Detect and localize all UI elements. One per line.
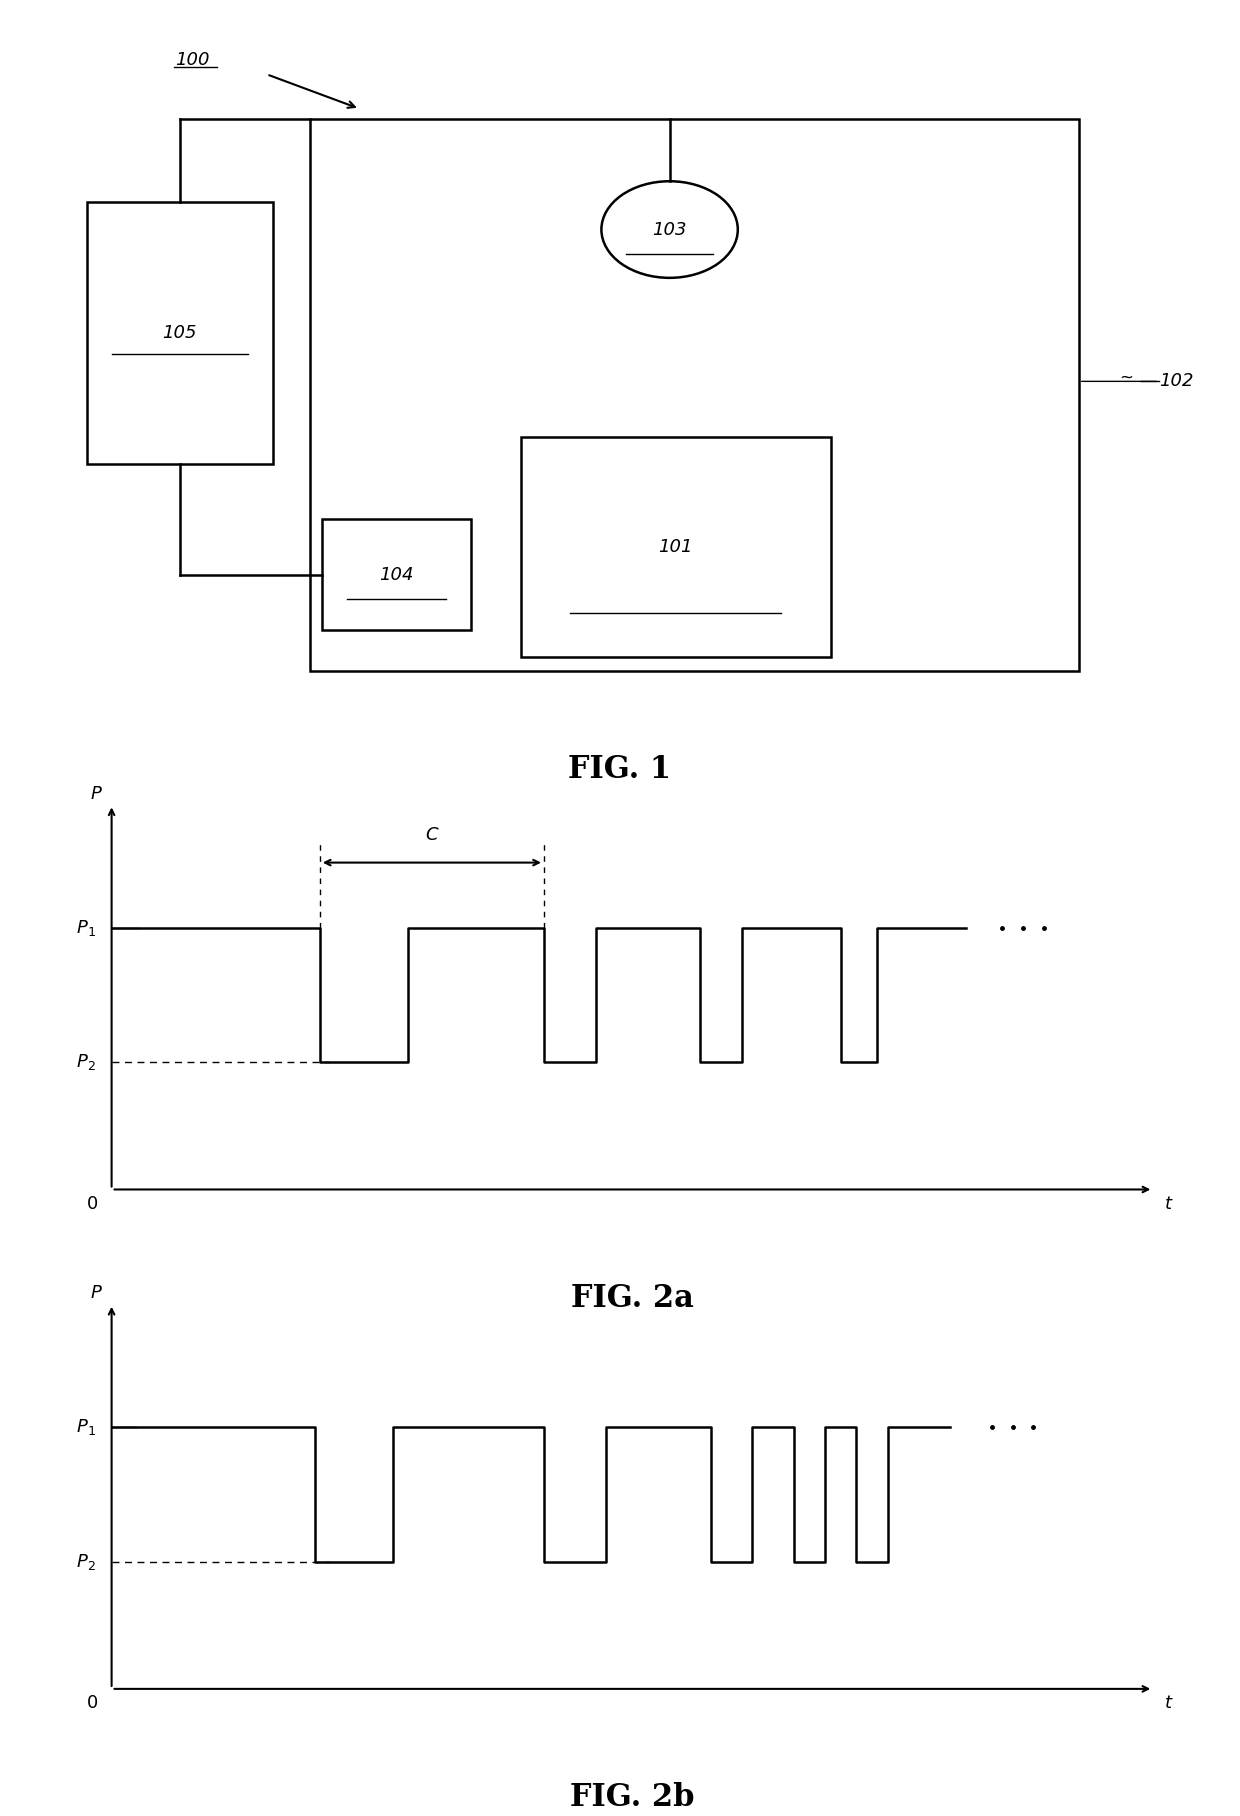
Text: ~: ~ (1118, 369, 1133, 387)
Text: FIG. 2a: FIG. 2a (570, 1282, 694, 1313)
Text: 104: 104 (379, 565, 414, 583)
Text: P$_2$: P$_2$ (76, 1551, 95, 1573)
Text: 103: 103 (652, 220, 687, 238)
Bar (322, 519, 471, 630)
Text: FIG. 1: FIG. 1 (568, 754, 672, 785)
Text: 100: 100 (175, 51, 210, 69)
Bar (87, 202, 273, 465)
Text: P$_1$: P$_1$ (76, 917, 95, 939)
Text: P$_2$: P$_2$ (76, 1051, 95, 1073)
Text: FIG. 2b: FIG. 2b (570, 1781, 694, 1812)
Text: 0: 0 (87, 1694, 98, 1712)
Text: 105: 105 (162, 323, 197, 341)
Text: t: t (1166, 1694, 1172, 1712)
Text: 101: 101 (658, 538, 693, 556)
Ellipse shape (601, 182, 738, 278)
Text: t: t (1166, 1195, 1172, 1213)
Text: P: P (91, 1284, 102, 1302)
Text: P$_1$: P$_1$ (76, 1416, 95, 1438)
Text: P: P (91, 785, 102, 803)
Text: 102: 102 (1159, 372, 1194, 390)
Bar (310, 120, 1079, 672)
Bar (521, 436, 831, 657)
Text: 0: 0 (87, 1195, 98, 1213)
Text: C: C (425, 826, 438, 844)
